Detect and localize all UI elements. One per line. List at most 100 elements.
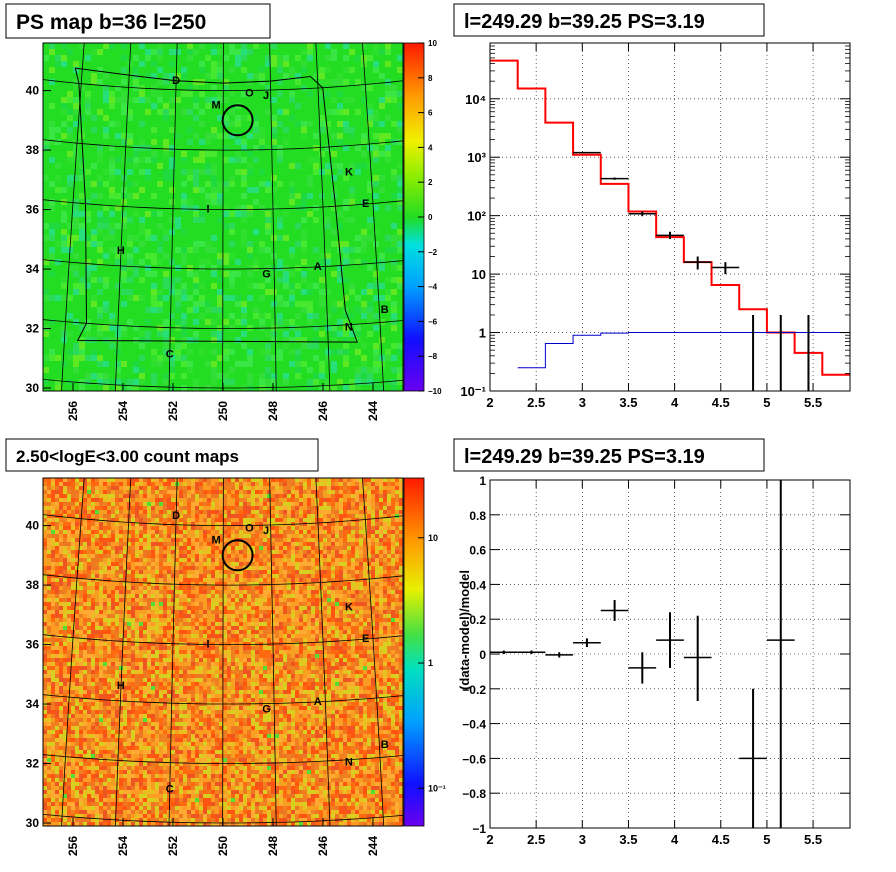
map-label-C: C: [166, 348, 174, 360]
graticule-lon-line: [269, 478, 277, 826]
x-tick-label: 250: [216, 836, 230, 856]
y-tick-label: 0: [479, 648, 486, 662]
x-tick-label: 3: [579, 832, 586, 847]
spectrum-background-histogram: [517, 332, 850, 369]
spectrum-y-axis: 10⁻¹ 1 10 10² 10³ 10⁴: [460, 42, 850, 399]
spectrum-data-point: [628, 211, 657, 217]
x-tick-label: 256: [66, 836, 80, 856]
map-label-D: D: [172, 75, 180, 87]
colorbar-tick-label: 10: [428, 533, 438, 543]
residual-data-point: [517, 650, 546, 654]
spectrum-data-point: [683, 256, 712, 270]
graticule-lon-line: [114, 478, 132, 826]
exposure-outline: [74, 67, 358, 343]
map-label-K: K: [345, 166, 353, 178]
x-tick-label: 254: [116, 401, 130, 421]
x-tick-label: 244: [366, 401, 380, 421]
y-tick-label: 10: [472, 267, 486, 282]
x-tick-label: 246: [316, 401, 330, 421]
map-label-E: E: [362, 198, 369, 210]
y-tick-label: 34: [26, 262, 40, 276]
colorbar-tick-label: −6: [428, 317, 438, 326]
y-tick-label: 40: [26, 519, 40, 533]
map-label-A: A: [314, 696, 322, 708]
map-label-G: G: [262, 704, 271, 716]
x-tick-label: 3.5: [619, 395, 637, 410]
y-tick-label: 40: [26, 84, 40, 98]
ps-map-title: PS map b=36 l=250: [16, 11, 206, 34]
graticule-lon-line: [315, 478, 331, 826]
ps-map-image: F D O J M K I E H A G B N C: [43, 29, 403, 391]
map-label-I: I: [206, 638, 209, 650]
map-label-B: B: [381, 739, 389, 751]
y-tick-label: 0.2: [469, 613, 486, 627]
y-tick-label: 36: [26, 203, 40, 217]
count-map-colorbar: [403, 477, 425, 827]
map-label-M: M: [211, 534, 220, 546]
residual-marks: [490, 480, 795, 828]
count-map-colorbar-axis: 10 1 10⁻¹: [418, 533, 446, 793]
spectrum-panel: l=249.29 b=39.25 PS=3.19 2 2.5 3 3.5 4 4.5 5 5.…: [453, 3, 851, 410]
y-tick-label: 32: [26, 757, 40, 771]
colorbar-tick-label: 2: [428, 178, 433, 187]
x-tick-label: 4.5: [712, 832, 730, 847]
map-label-D: D: [172, 510, 180, 522]
x-tick-label: 3: [579, 395, 586, 410]
graticule-lon-line: [315, 43, 331, 391]
map-label-O: O: [245, 522, 254, 534]
residual-data-point: [573, 638, 601, 648]
graticule-lon-line: [114, 43, 132, 391]
map-label-B: B: [381, 304, 389, 316]
map-label-K: K: [345, 601, 353, 613]
graticule-lon-line: [269, 43, 277, 391]
ps-map-y-axis: 40 38 36 34 32 30: [26, 84, 51, 395]
y-tick-label: 0.6: [469, 544, 486, 558]
source-circle: [221, 539, 254, 572]
y-tick-label: 1: [479, 474, 486, 488]
y-tick-label: 10⁻¹: [460, 384, 486, 399]
colorbar-tick-label: −8: [428, 352, 438, 361]
residual-data-point: [600, 600, 629, 621]
y-tick-label: 38: [26, 578, 40, 592]
x-tick-label: 4: [671, 395, 679, 410]
map-label-I: I: [206, 203, 209, 215]
residual-data-point: [545, 652, 574, 658]
y-tick-label: −0.8: [462, 787, 486, 801]
x-tick-label: 3.5: [619, 832, 637, 847]
y-tick-label: 32: [26, 322, 40, 336]
colorbar-tick-label: 0: [428, 213, 433, 222]
colorbar-tick-label: 10: [428, 39, 437, 48]
count-map-panel: 2.50<logE<3.00 count maps F D O J M K I E H A G B N C…: [5, 438, 446, 856]
x-tick-label: 2.5: [527, 395, 545, 410]
count-map-x-axis: 256 254 252 250 248 246 244: [66, 818, 380, 856]
colorbar-tick-label: 8: [428, 74, 433, 83]
x-tick-label: 252: [166, 401, 180, 421]
graticule-lon-line: [168, 478, 178, 826]
map-label-F: F: [345, 464, 352, 476]
x-tick-label: 5.5: [804, 832, 822, 847]
residual-x-axis: 2 2.5 3 3.5 4 4.5 5 5.5: [486, 480, 822, 847]
x-tick-label: 2: [486, 395, 493, 410]
residual-data-point: [628, 652, 657, 684]
map-label-M: M: [211, 99, 220, 111]
map-label-E: E: [362, 633, 369, 645]
map-label-N: N: [345, 322, 353, 334]
y-tick-label: 10³: [467, 150, 486, 165]
x-tick-label: 256: [66, 401, 80, 421]
graticule-lon-line: [222, 478, 224, 826]
graticule-lon-line: [168, 43, 178, 391]
residual-data-point: [739, 688, 767, 828]
x-tick-label: 4: [671, 832, 679, 847]
y-tick-label: 0.8: [469, 509, 486, 523]
x-tick-label: 5: [763, 395, 770, 410]
colorbar-tick-label: 1: [428, 658, 433, 668]
x-tick-label: 248: [266, 401, 280, 421]
map-label-F: F: [345, 29, 352, 41]
x-tick-label: 244: [366, 836, 380, 856]
ps-map-title-box: [5, 3, 271, 39]
residual-data-point: [656, 612, 684, 668]
colorbar-tick-label: 6: [428, 109, 433, 118]
y-tick-label: 30: [26, 381, 40, 395]
colorbar-tick-label: −4: [428, 283, 438, 292]
